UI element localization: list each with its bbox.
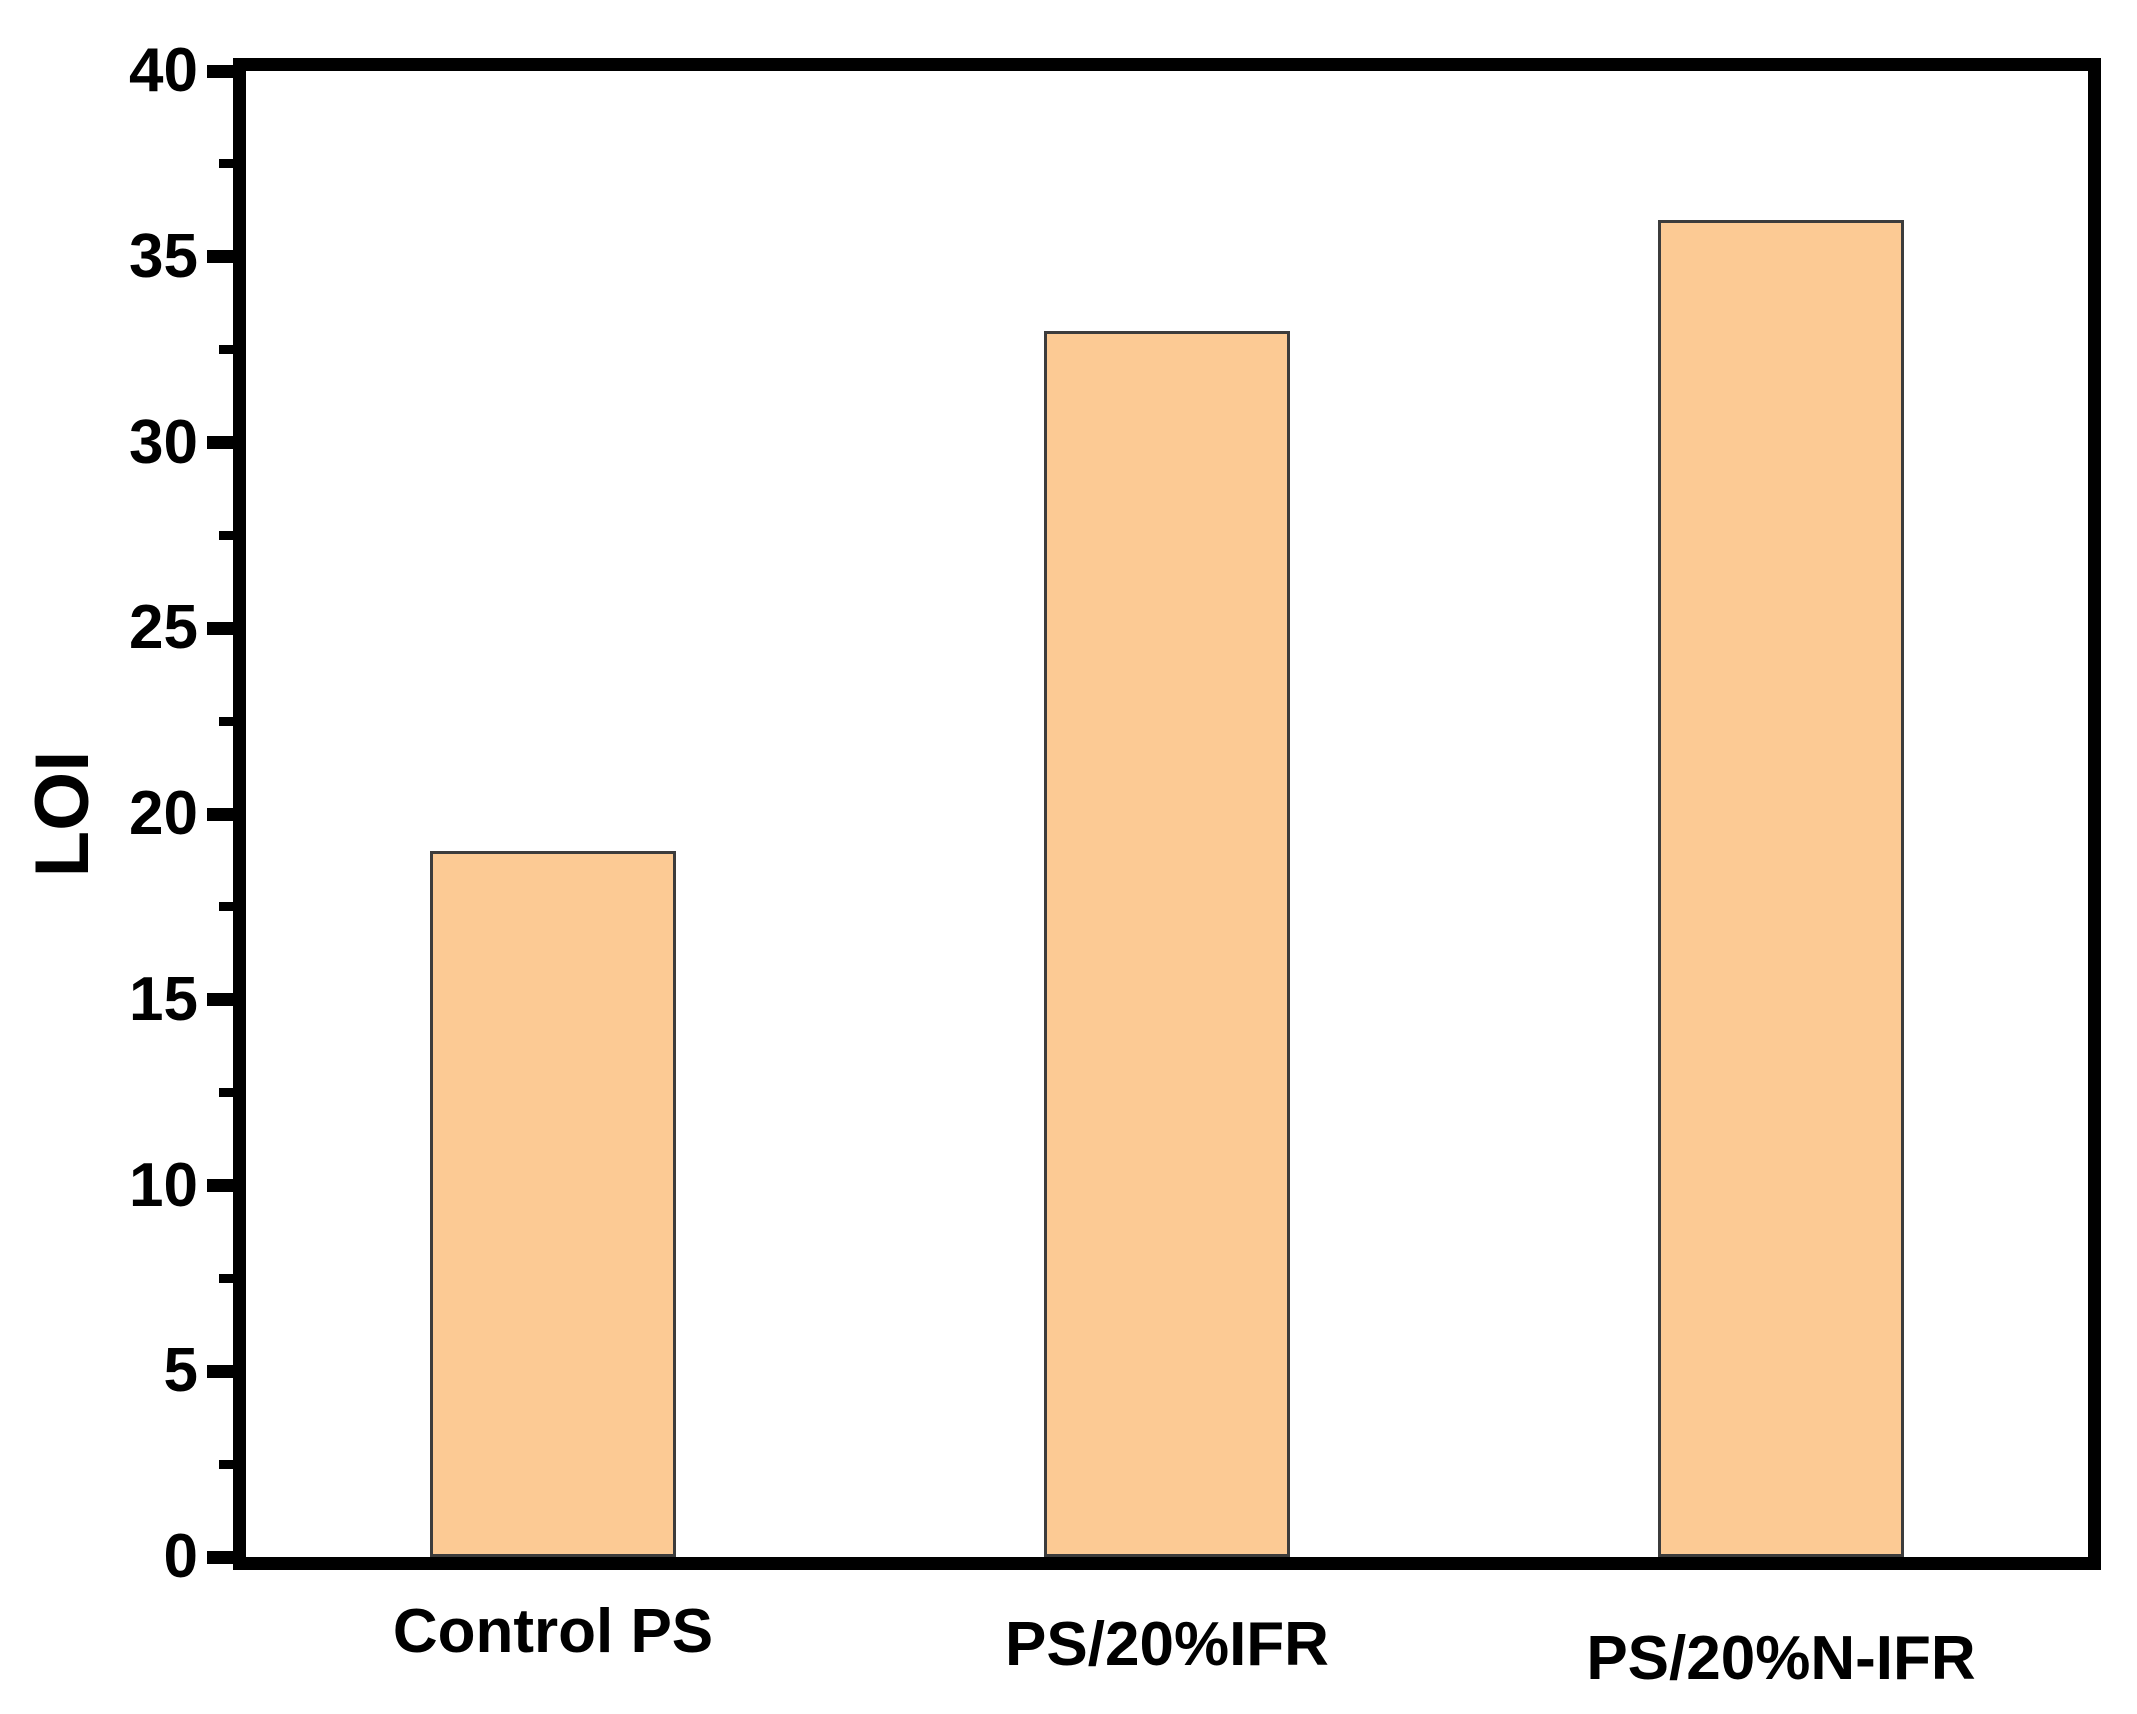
y-tick-label: 40 [129,36,198,105]
y-tick-minor [219,1459,233,1469]
x-category-label: PS/20%IFR [1005,1610,1329,1679]
x-category-label: PS/20%N-IFR [1586,1624,1976,1693]
y-tick-major [207,1364,233,1378]
y-tick-label: 0 [163,1522,198,1591]
x-category-label: Control PS [392,1597,714,1666]
y-tick-label: 35 [129,221,198,291]
y-tick-minor [219,902,233,912]
y-tick-minor [219,530,233,540]
y-tick-label: 15 [129,964,198,1034]
bar [1044,331,1290,1557]
y-tick-major [207,993,233,1007]
y-tick-major [207,436,233,449]
y-tick-major [207,1179,233,1192]
y-tick-major [207,250,233,264]
y-tick-major [207,621,233,635]
y-tick-major [207,807,233,821]
y-tick-label: 30 [129,407,198,477]
y-tick-minor [219,159,233,169]
y-tick-minor [219,1273,233,1283]
y-tick-label: 20 [129,779,198,848]
y-tick-label: 25 [129,593,198,663]
y-tick-minor [219,1088,233,1098]
y-tick-major [207,1550,233,1564]
bar [430,851,676,1557]
y-tick-label: 10 [129,1150,198,1220]
y-tick-major [207,64,233,78]
y-tick-minor [219,345,233,355]
y-tick-label: 5 [163,1336,198,1406]
bar [1658,219,1904,1557]
y-tick-minor [219,716,233,726]
